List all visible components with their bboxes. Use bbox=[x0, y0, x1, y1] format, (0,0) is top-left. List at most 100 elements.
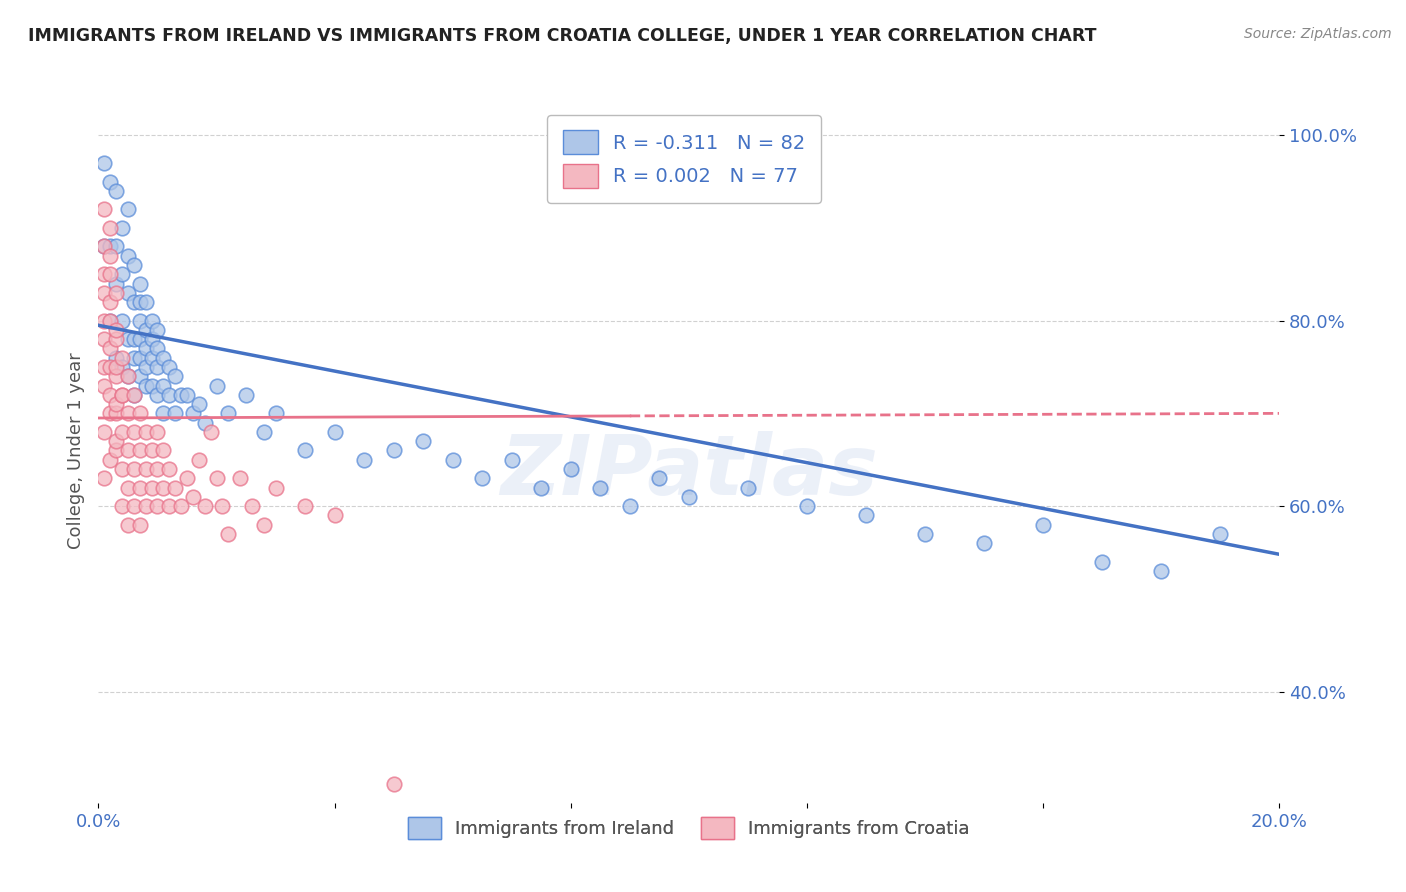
Point bbox=[98, 452, 121, 467]
Point bbox=[105, 285, 128, 300]
Point bbox=[187, 452, 209, 467]
Text: Source: ZipAtlas.com: Source: ZipAtlas.com bbox=[1244, 27, 1392, 41]
Point bbox=[128, 313, 150, 327]
Point bbox=[200, 425, 222, 439]
Point bbox=[128, 443, 150, 458]
Point bbox=[105, 184, 128, 198]
Point bbox=[105, 369, 128, 384]
Point bbox=[165, 481, 187, 495]
Point bbox=[1032, 517, 1054, 532]
Point bbox=[264, 481, 287, 495]
Point bbox=[205, 378, 228, 392]
Point bbox=[152, 378, 174, 392]
Point bbox=[530, 481, 553, 495]
Point bbox=[323, 508, 346, 523]
Point bbox=[382, 443, 405, 458]
Point bbox=[122, 388, 145, 402]
Point bbox=[146, 359, 169, 374]
Point bbox=[737, 481, 759, 495]
Point bbox=[135, 378, 157, 392]
Point bbox=[157, 462, 180, 476]
Point bbox=[253, 425, 276, 439]
Point bbox=[135, 323, 157, 337]
Point bbox=[560, 462, 582, 476]
Point bbox=[98, 249, 121, 263]
Point bbox=[152, 406, 174, 420]
Point bbox=[117, 481, 139, 495]
Point bbox=[117, 517, 139, 532]
Point bbox=[98, 268, 121, 282]
Point bbox=[176, 388, 198, 402]
Point bbox=[105, 434, 128, 449]
Point bbox=[229, 471, 252, 485]
Point bbox=[105, 332, 128, 346]
Point bbox=[141, 443, 163, 458]
Point bbox=[111, 313, 134, 327]
Point bbox=[128, 295, 150, 310]
Point bbox=[501, 452, 523, 467]
Point bbox=[111, 425, 134, 439]
Point bbox=[323, 425, 346, 439]
Point bbox=[412, 434, 434, 449]
Point bbox=[105, 351, 128, 365]
Point bbox=[135, 425, 157, 439]
Point bbox=[98, 221, 121, 235]
Point bbox=[619, 499, 641, 513]
Point bbox=[111, 221, 134, 235]
Point bbox=[122, 462, 145, 476]
Point bbox=[111, 359, 134, 374]
Point bbox=[146, 342, 169, 356]
Point bbox=[253, 517, 276, 532]
Point bbox=[141, 481, 163, 495]
Point bbox=[98, 406, 121, 420]
Point bbox=[205, 471, 228, 485]
Point bbox=[1150, 564, 1173, 578]
Point bbox=[170, 388, 193, 402]
Point bbox=[111, 351, 134, 365]
Point bbox=[117, 332, 139, 346]
Point bbox=[98, 313, 121, 327]
Point bbox=[111, 462, 134, 476]
Point bbox=[441, 452, 464, 467]
Point bbox=[678, 490, 700, 504]
Point bbox=[93, 202, 115, 217]
Point bbox=[170, 499, 193, 513]
Point bbox=[135, 462, 157, 476]
Point bbox=[382, 777, 405, 791]
Point bbox=[117, 285, 139, 300]
Point bbox=[128, 406, 150, 420]
Point bbox=[128, 369, 150, 384]
Point bbox=[157, 499, 180, 513]
Point bbox=[135, 359, 157, 374]
Point bbox=[93, 332, 115, 346]
Point bbox=[796, 499, 818, 513]
Point bbox=[1091, 555, 1114, 569]
Point bbox=[157, 359, 180, 374]
Point bbox=[157, 388, 180, 402]
Point bbox=[217, 406, 239, 420]
Point bbox=[146, 323, 169, 337]
Point bbox=[217, 527, 239, 541]
Point bbox=[152, 481, 174, 495]
Point bbox=[105, 406, 128, 420]
Point bbox=[98, 313, 121, 327]
Text: ZIPatlas: ZIPatlas bbox=[501, 431, 877, 512]
Point bbox=[128, 481, 150, 495]
Point bbox=[111, 388, 134, 402]
Point bbox=[141, 313, 163, 327]
Point bbox=[146, 462, 169, 476]
Point bbox=[105, 239, 128, 253]
Point bbox=[176, 471, 198, 485]
Point bbox=[111, 268, 134, 282]
Point bbox=[914, 527, 936, 541]
Point bbox=[135, 295, 157, 310]
Point bbox=[105, 397, 128, 411]
Point bbox=[194, 499, 217, 513]
Point bbox=[93, 425, 115, 439]
Point bbox=[122, 258, 145, 272]
Point bbox=[105, 277, 128, 291]
Point bbox=[117, 202, 139, 217]
Point bbox=[122, 425, 145, 439]
Point bbox=[187, 397, 209, 411]
Point bbox=[93, 156, 115, 170]
